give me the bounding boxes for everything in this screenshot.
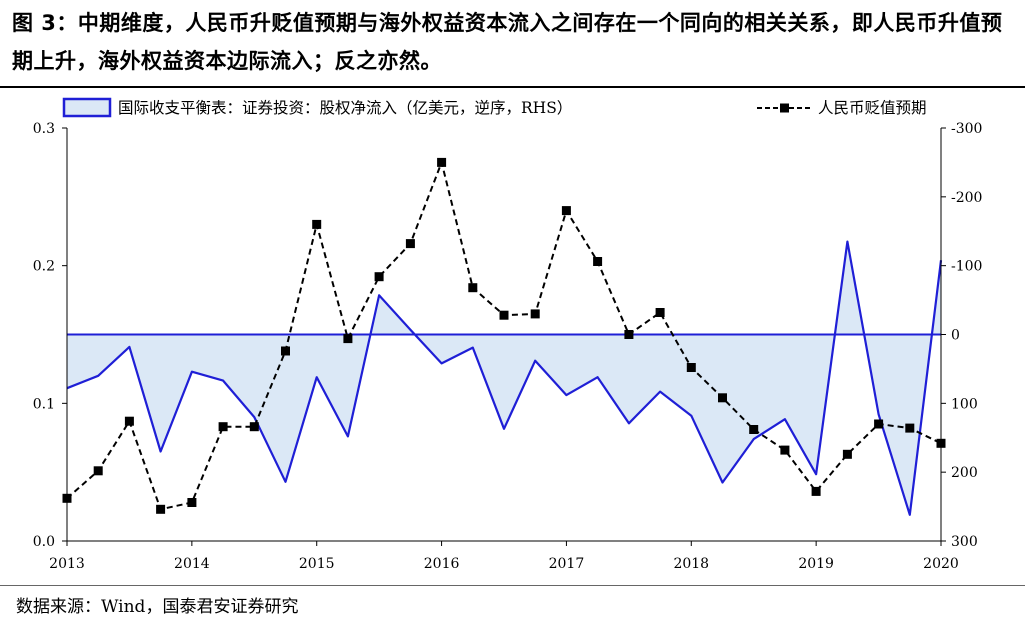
title-divider <box>0 86 1025 88</box>
rmb-depreciation-marker <box>593 257 603 266</box>
right-tick-label: 100 <box>951 396 978 412</box>
legend-label-area: 国际收支平衡表：证券投资：股权净流入（亿美元，逆序，RHS） <box>118 99 572 117</box>
x-tick-label: 2020 <box>923 556 959 572</box>
rmb-depreciation-marker <box>686 363 696 372</box>
rmb-depreciation-marker <box>187 498 197 507</box>
left-tick-label: 0.2 <box>33 259 55 275</box>
chart: 国际收支平衡表：证券投资：股权净流入（亿美元，逆序，RHS） 人民币贬值预期 2… <box>33 97 983 572</box>
right-tick-label: -300 <box>951 121 982 137</box>
rmb-depreciation-marker <box>905 423 915 433</box>
right-tick-label: -200 <box>951 190 982 206</box>
rmb-depreciation-marker <box>811 486 821 496</box>
legend-label-line: 人民币贬值预期 <box>818 99 927 117</box>
right-tick-label: 200 <box>951 465 978 481</box>
figure-title: 图 3：中期维度，人民币升贬值预期与海外权益资本流入之间存在一个同向的相关关系，… <box>12 11 1003 73</box>
source-note: 数据来源：Wind，国泰君安证券研究 <box>16 597 299 617</box>
left-tick-label: 0.3 <box>33 121 55 137</box>
rmb-depreciation-marker <box>499 310 509 320</box>
rmb-depreciation-marker <box>281 346 290 356</box>
x-tick-label: 2015 <box>299 556 335 572</box>
rmb-depreciation-marker <box>718 393 727 403</box>
rmb-depreciation-marker <box>842 449 852 459</box>
rmb-depreciation-marker <box>874 419 884 429</box>
x-tick-label: 2019 <box>798 556 834 572</box>
rmb-depreciation-marker <box>437 157 447 167</box>
equity-flow-area-fill <box>67 241 941 515</box>
rmb-depreciation-marker <box>93 466 103 476</box>
legend-swatch-marker <box>780 103 789 113</box>
rmb-depreciation-marker <box>655 308 665 317</box>
rmb-depreciation-marker <box>780 445 790 455</box>
rmb-depreciation-marker <box>249 422 259 432</box>
rmb-depreciation-marker <box>374 272 384 282</box>
rmb-depreciation-marker <box>124 416 134 426</box>
x-tick-label: 2018 <box>673 556 709 572</box>
rmb-depreciation-marker <box>343 334 353 344</box>
rmb-depreciation-marker <box>218 422 228 432</box>
x-tick-label: 2016 <box>424 556 460 572</box>
plot-area: 2013 2014 2015 2016 2017 2018 2019 2020 0.0 0.1 0.… <box>33 121 983 572</box>
rmb-depreciation-marker <box>624 330 634 339</box>
right-tick-label: -100 <box>951 259 982 275</box>
equity-flow-line <box>66 240 943 516</box>
source-divider <box>0 585 1025 586</box>
x-tick-label: 2017 <box>549 556 585 572</box>
right-tick-label: 0 <box>951 328 960 344</box>
left-tick-label: 0.0 <box>33 534 55 550</box>
rmb-depreciation-marker <box>312 219 322 229</box>
legend-swatch-area <box>62 97 112 118</box>
rmb-depreciation-marker <box>561 206 571 216</box>
x-tick-label: 2013 <box>49 556 85 572</box>
rmb-depreciation-marker <box>530 309 540 319</box>
right-tick-label: 300 <box>951 534 978 550</box>
x-tick-label: 2014 <box>174 556 210 572</box>
rmb-depreciation-marker <box>749 425 759 434</box>
rmb-depreciation-marker <box>468 283 478 293</box>
left-tick-label: 0.1 <box>33 396 55 412</box>
rmb-depreciation-marker <box>405 239 415 249</box>
rmb-depreciation-marker <box>156 504 166 514</box>
chart-legend: 国际收支平衡表：证券投资：股权净流入（亿美元，逆序，RHS） 人民币贬值预期 <box>62 97 927 118</box>
